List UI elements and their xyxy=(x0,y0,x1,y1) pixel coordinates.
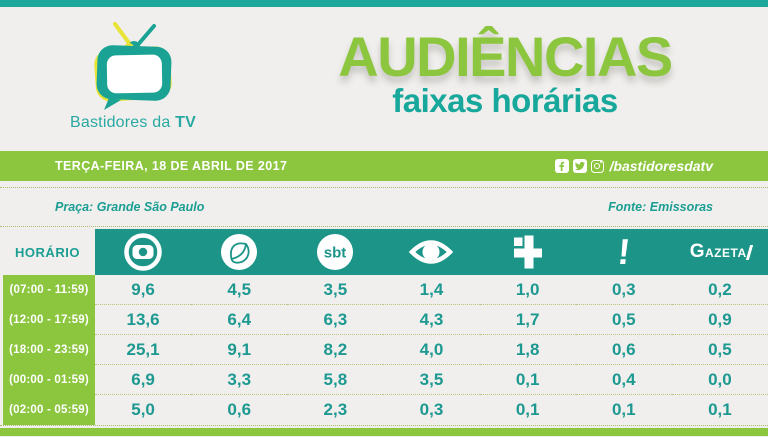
facebook-icon[interactable] xyxy=(554,159,569,173)
date-bar: TERÇA-FEIRA, 18 DE ABRIL DE 2017 /bastid… xyxy=(0,151,768,181)
time-slot-label: (18:00 - 23:59) xyxy=(0,335,95,365)
svg-text:sbt: sbt xyxy=(324,245,347,262)
rating-value: 0,0 xyxy=(671,365,768,395)
sbt-logo-icon: sbt xyxy=(317,234,354,270)
date-label: TERÇA-FEIRA, 18 DE ABRIL DE 2017 xyxy=(55,159,288,173)
network-header-cultura xyxy=(479,229,576,275)
rating-value: 13,6 xyxy=(95,305,192,335)
rating-value: 1,8 xyxy=(479,335,576,365)
rating-value: 9,6 xyxy=(95,275,192,305)
network-header-gazeta: GAZETA xyxy=(671,229,768,275)
redetv-logo-icon: ! xyxy=(615,231,632,272)
time-slot-label: (12:00 - 17:59) xyxy=(0,305,95,335)
rating-value: 8,2 xyxy=(287,335,384,365)
tv-logo-icon xyxy=(94,22,172,110)
network-header-sbt: sbt xyxy=(287,229,384,275)
header: Bastidores da TV AUDIÊNCIAS faixas horár… xyxy=(0,7,768,151)
record-logo-icon xyxy=(221,234,258,270)
rating-value: 1,7 xyxy=(479,305,576,335)
rating-value: 0,3 xyxy=(575,275,672,305)
rating-value: 6,4 xyxy=(191,305,288,335)
ratings-grid-body: (07:00 - 11:59) 9,6 4,5 3,5 1,4 1,0 0,3 0,2 (12:… xyxy=(0,275,768,425)
rating-value: 6,3 xyxy=(287,305,384,335)
page-subtitle: faixas horárias xyxy=(392,82,618,120)
rating-value: 3,5 xyxy=(383,365,480,395)
bottom-accent-bar xyxy=(0,428,768,436)
time-column-header: HORÁRIO xyxy=(15,244,80,260)
rating-value: 1,0 xyxy=(479,275,576,305)
time-slot-label: (07:00 - 11:59) xyxy=(0,275,95,305)
brand-name: Bastidores da TV xyxy=(48,114,218,132)
brand-name-bold: TV xyxy=(175,114,196,131)
rating-value: 0,3 xyxy=(419,400,444,419)
rating-value: 3,5 xyxy=(287,275,384,305)
rating-value: 2,3 xyxy=(323,400,348,419)
title-block: AUDIÊNCIAS faixas horárias xyxy=(305,25,705,120)
rating-value: 0,1 xyxy=(479,365,576,395)
time-slot-label: (00:00 - 01:59) xyxy=(0,365,95,395)
rating-value: 9,1 xyxy=(191,335,288,365)
cultura-logo-icon xyxy=(513,235,542,269)
brand-logo: Bastidores da TV xyxy=(48,17,218,132)
bottom-divider xyxy=(0,425,768,426)
rating-value: 1,4 xyxy=(383,275,480,305)
brand-name-prefix: Bastidores da xyxy=(70,114,176,131)
rating-value: 6,9 xyxy=(95,365,192,395)
network-header-redetv: ! xyxy=(575,229,672,275)
network-header-band xyxy=(383,229,480,275)
twitter-icon[interactable] xyxy=(572,159,587,173)
social-links[interactable]: /bastidoresdatv xyxy=(554,158,713,174)
rating-value: 0,6 xyxy=(227,400,252,419)
meta-bar: Praça: Grande São Paulo Fonte: Emissoras xyxy=(0,187,768,227)
gazeta-logo-icon: GAZETA xyxy=(690,241,753,263)
top-accent-bar xyxy=(0,0,768,7)
rating-value: 0,6 xyxy=(575,335,672,365)
place-label: Praça: Grande São Paulo xyxy=(55,200,205,214)
rating-value: 25,1 xyxy=(95,335,192,365)
rating-value: 0,4 xyxy=(575,365,672,395)
network-header-record xyxy=(191,229,288,275)
ratings-table-header: HORÁRIO sbt xyxy=(0,229,768,275)
network-header-globo xyxy=(95,229,192,275)
rating-value: 5,8 xyxy=(287,365,384,395)
social-handle[interactable]: /bastidoresdatv xyxy=(609,158,713,174)
rating-value: 4,3 xyxy=(383,305,480,335)
rating-value: 0,1 xyxy=(708,400,732,419)
rating-value: 4,0 xyxy=(383,335,480,365)
rating-value: 0,9 xyxy=(671,305,768,335)
source-label: Fonte: Emissoras xyxy=(608,200,713,214)
rating-value: 3,3 xyxy=(191,365,288,395)
rating-value: 0,5 xyxy=(575,305,672,335)
rating-value: 0,2 xyxy=(671,275,768,305)
instagram-icon[interactable] xyxy=(590,159,604,173)
time-slot-label: (02:00 - 05:59) xyxy=(0,395,95,425)
rating-value: 0,1 xyxy=(611,400,636,419)
band-logo-icon xyxy=(409,240,454,264)
page-title: AUDIÊNCIAS xyxy=(338,25,673,88)
rating-value: 4,5 xyxy=(191,275,288,305)
rating-value: 0,1 xyxy=(515,400,540,419)
rating-value: 5,0 xyxy=(131,400,155,419)
rating-value: 0,5 xyxy=(671,335,768,365)
globo-logo-icon xyxy=(124,233,162,271)
